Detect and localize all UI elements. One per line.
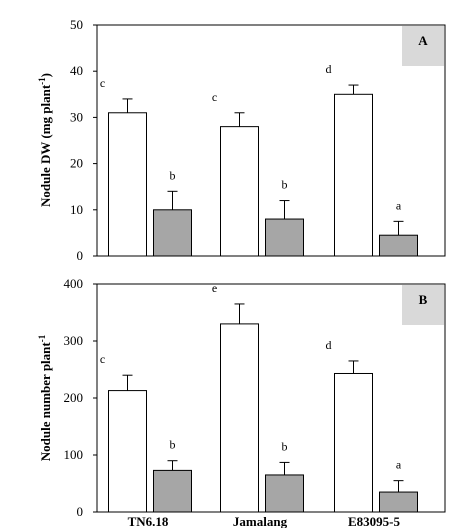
significance-letter: b — [282, 178, 288, 192]
bar-B-2-1 — [379, 491, 418, 513]
bar-A-0-1 — [153, 209, 192, 257]
bar-A-2-0 — [334, 93, 373, 257]
y-tick-label: 50 — [70, 17, 83, 32]
significance-letter: c — [100, 76, 105, 90]
bar-B-0-0 — [108, 390, 147, 513]
panel-label: A — [418, 33, 428, 48]
panel-label-box — [402, 285, 444, 325]
significance-letter: c — [100, 352, 105, 366]
category-label: Jamalang — [233, 514, 288, 528]
significance-letter: a — [396, 198, 402, 212]
y-axis-label: Nodule number plant-1 — [37, 334, 53, 461]
y-tick-label: 400 — [64, 276, 84, 291]
panel-label: B — [419, 292, 428, 307]
significance-letter: d — [326, 338, 332, 352]
significance-letter: b — [170, 168, 176, 182]
bar-B-2-0 — [334, 372, 373, 513]
significance-letter: c — [212, 90, 217, 104]
bar-B-1-0 — [220, 323, 259, 513]
bar-A-0-0 — [108, 112, 147, 257]
significance-letter: d — [326, 62, 332, 76]
category-label: TN6.18 — [128, 514, 169, 528]
y-tick-label: 30 — [70, 109, 83, 124]
panel-label-box — [402, 26, 444, 66]
significance-letter: e — [212, 281, 217, 295]
y-axis-label: Nodule DW (mg plant-1) — [37, 73, 53, 207]
significance-letter: b — [282, 439, 288, 453]
y-tick-label: 300 — [64, 333, 84, 348]
y-tick-label: 0 — [77, 504, 84, 519]
y-tick-label: 40 — [70, 63, 83, 78]
chart-panel-B: B 0 100 200 300 400 Nodule number plant-1 c b TN6… — [37, 276, 446, 528]
category-label: E83095-5 — [348, 514, 401, 528]
significance-letter: a — [396, 458, 402, 472]
bar-B-0-1 — [153, 469, 192, 513]
chart-panel-A: A 0 10 20 30 40 50 Nodule DW (mg plant-1) c b c b d a — [37, 17, 446, 263]
bar-A-1-1 — [265, 218, 304, 257]
bar-A-1-0 — [220, 126, 259, 257]
y-tick-label: 200 — [64, 390, 84, 405]
y-tick-label: 10 — [70, 202, 83, 217]
significance-letter: b — [170, 438, 176, 452]
bar-B-1-1 — [265, 474, 304, 513]
y-tick-label: 0 — [77, 248, 84, 263]
bar-A-2-1 — [379, 234, 418, 257]
y-tick-label: 100 — [64, 447, 84, 462]
y-tick-label: 20 — [70, 156, 83, 171]
